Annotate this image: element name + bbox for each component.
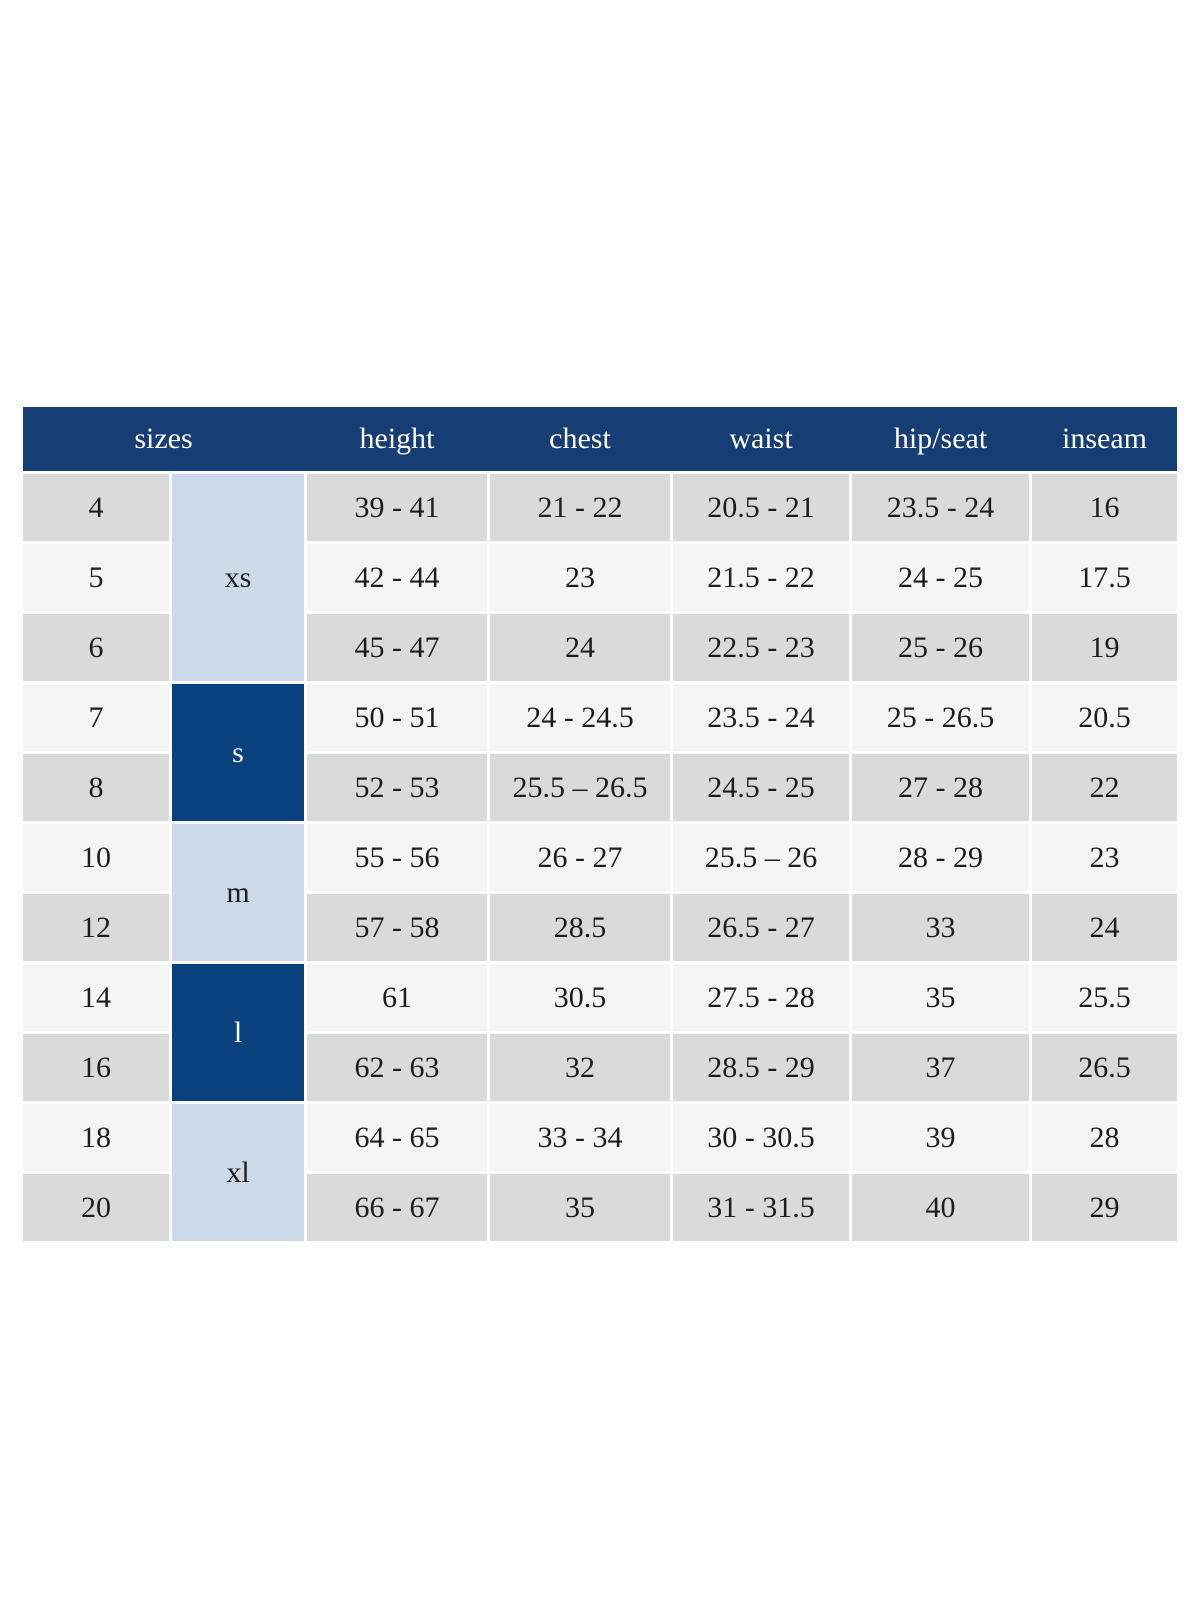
header-inseam: inseam [1062, 422, 1147, 455]
inseam-cell: 16 [1032, 474, 1177, 541]
table-row: 14 l 61 30.5 27.5 - 28 35 25.5 [23, 964, 1177, 1101]
hip-seat-cell: 28 - 29 [852, 824, 1029, 891]
size-group-cell: xs [172, 474, 304, 681]
header-height: height [359, 422, 435, 455]
waist-cell: 23.5 - 24 [673, 684, 849, 751]
size-number-cell: 12 [23, 894, 169, 961]
hip-seat-cell: 37 [852, 1034, 1029, 1101]
waist-cell: 31 - 31.5 [673, 1174, 849, 1241]
table-row: 16 62 - 63 32 28.5 - 29 37 26.5 [23, 1034, 1177, 1101]
chest-cell: 28.5 [490, 894, 670, 961]
size-table: 4 xs 39 - 41 21 - 22 20.5 - 21 23.5 - 24 16 5 42… [20, 471, 1180, 1244]
height-cell: 55 - 56 [307, 824, 487, 891]
chest-cell: 32 [490, 1034, 670, 1101]
size-number-cell: 5 [23, 544, 169, 611]
inseam-cell: 25.5 [1032, 964, 1177, 1031]
table-row: 6 45 - 47 24 22.5 - 23 25 - 26 19 [23, 614, 1177, 681]
size-group-cell: m [172, 824, 304, 961]
size-group-cell: s [172, 684, 304, 821]
chest-cell: 33 - 34 [490, 1104, 670, 1171]
waist-cell: 21.5 - 22 [673, 544, 849, 611]
chest-cell: 21 - 22 [490, 474, 670, 541]
hip-seat-cell: 35 [852, 964, 1029, 1031]
height-cell: 42 - 44 [307, 544, 487, 611]
height-cell: 39 - 41 [307, 474, 487, 541]
waist-cell: 26.5 - 27 [673, 894, 849, 961]
height-cell: 66 - 67 [307, 1174, 487, 1241]
size-number-cell: 20 [23, 1174, 169, 1241]
table-row: 12 57 - 58 28.5 26.5 - 27 33 24 [23, 894, 1177, 961]
header-hip-seat: hip/seat [893, 422, 988, 455]
hip-seat-cell: 23.5 - 24 [852, 474, 1029, 541]
table-row: 10 m 55 - 56 26 - 27 25.5 – 26 28 - 29 23 [23, 824, 1177, 961]
size-number-cell: 4 [23, 474, 169, 541]
table-row: 7 s 50 - 51 24 - 24.5 23.5 - 24 25 - 26.5 20.5 [23, 684, 1177, 821]
size-number-cell: 10 [23, 824, 169, 891]
inseam-cell: 26.5 [1032, 1034, 1177, 1101]
inseam-cell: 19 [1032, 614, 1177, 681]
table-row: 5 42 - 44 23 21.5 - 22 24 - 25 17.5 [23, 544, 1177, 611]
waist-cell: 28.5 - 29 [673, 1034, 849, 1101]
height-cell: 64 - 65 [307, 1104, 487, 1171]
size-chart-header: sizes height chest waist hip/seat inseam [23, 407, 1177, 471]
hip-seat-cell: 25 - 26.5 [852, 684, 1029, 751]
inseam-cell: 23 [1032, 824, 1177, 891]
size-number-cell: 7 [23, 684, 169, 751]
height-cell: 50 - 51 [307, 684, 487, 751]
waist-cell: 22.5 - 23 [673, 614, 849, 681]
size-group-cell: l [172, 964, 304, 1101]
inseam-cell: 22 [1032, 754, 1177, 821]
header-chest: chest [549, 422, 611, 455]
height-cell: 52 - 53 [307, 754, 487, 821]
size-number-cell: 8 [23, 754, 169, 821]
table-row: 4 xs 39 - 41 21 - 22 20.5 - 21 23.5 - 24 16 [23, 474, 1177, 681]
waist-cell: 30 - 30.5 [673, 1104, 849, 1171]
height-cell: 45 - 47 [307, 614, 487, 681]
chest-cell: 24 [490, 614, 670, 681]
size-number-cell: 6 [23, 614, 169, 681]
hip-seat-cell: 24 - 25 [852, 544, 1029, 611]
size-number-cell: 16 [23, 1034, 169, 1101]
inseam-cell: 20.5 [1032, 684, 1177, 751]
size-number-cell: 14 [23, 964, 169, 1031]
hip-seat-cell: 33 [852, 894, 1029, 961]
height-cell: 57 - 58 [307, 894, 487, 961]
inseam-cell: 24 [1032, 894, 1177, 961]
hip-seat-cell: 40 [852, 1174, 1029, 1241]
header-sizes: sizes [134, 422, 193, 455]
chest-cell: 24 - 24.5 [490, 684, 670, 751]
height-cell: 61 [307, 964, 487, 1031]
waist-cell: 20.5 - 21 [673, 474, 849, 541]
size-number-cell: 18 [23, 1104, 169, 1171]
size-chart: sizes height chest waist hip/seat inseam… [20, 407, 1180, 1244]
size-group-cell: xl [172, 1104, 304, 1241]
table-row: 20 66 - 67 35 31 - 31.5 40 29 [23, 1174, 1177, 1241]
inseam-cell: 17.5 [1032, 544, 1177, 611]
chest-cell: 35 [490, 1174, 670, 1241]
inseam-cell: 29 [1032, 1174, 1177, 1241]
header-waist: waist [729, 422, 793, 455]
chest-cell: 23 [490, 544, 670, 611]
table-row: 18 xl 64 - 65 33 - 34 30 - 30.5 39 28 [23, 1104, 1177, 1241]
waist-cell: 24.5 - 25 [673, 754, 849, 821]
chest-cell: 25.5 – 26.5 [490, 754, 670, 821]
chest-cell: 30.5 [490, 964, 670, 1031]
chest-cell: 26 - 27 [490, 824, 670, 891]
waist-cell: 25.5 – 26 [673, 824, 849, 891]
height-cell: 62 - 63 [307, 1034, 487, 1101]
hip-seat-cell: 39 [852, 1104, 1029, 1171]
waist-cell: 27.5 - 28 [673, 964, 849, 1031]
size-table-body: 4 xs 39 - 41 21 - 22 20.5 - 21 23.5 - 24 16 5 42… [23, 474, 1177, 1241]
table-row: 8 52 - 53 25.5 – 26.5 24.5 - 25 27 - 28 22 [23, 754, 1177, 821]
hip-seat-cell: 27 - 28 [852, 754, 1029, 821]
inseam-cell: 28 [1032, 1104, 1177, 1171]
hip-seat-cell: 25 - 26 [852, 614, 1029, 681]
